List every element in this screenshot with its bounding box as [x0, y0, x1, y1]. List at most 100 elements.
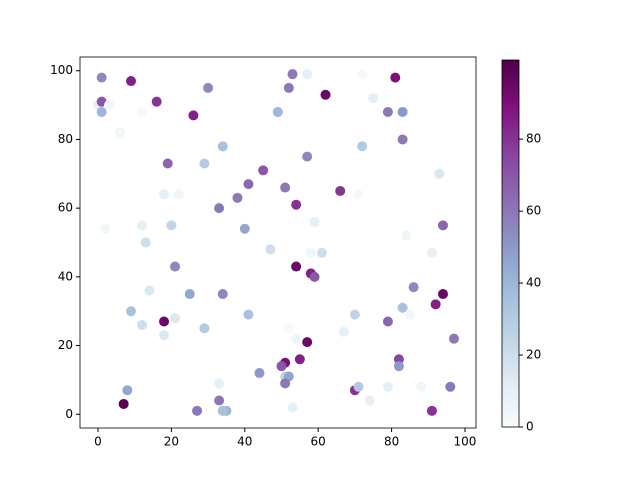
point — [137, 220, 148, 231]
point — [214, 395, 225, 406]
point — [214, 378, 225, 389]
point — [239, 223, 250, 234]
point — [159, 316, 170, 327]
y-tick-label: 100 — [50, 63, 73, 77]
point — [382, 381, 393, 392]
x-tick-label: 100 — [454, 435, 477, 449]
point — [434, 168, 445, 179]
point — [100, 223, 111, 234]
point — [137, 106, 148, 117]
point — [159, 189, 170, 200]
point — [349, 309, 360, 320]
x-tick-label: 40 — [237, 435, 252, 449]
point — [280, 378, 291, 389]
point — [170, 261, 181, 272]
plot-frame — [79, 56, 477, 429]
point — [173, 189, 184, 200]
point — [353, 381, 364, 392]
point — [364, 395, 375, 406]
point — [401, 230, 412, 241]
point — [276, 361, 287, 372]
point — [199, 323, 210, 334]
point — [437, 220, 448, 231]
point — [217, 289, 228, 300]
y-tick-label: 60 — [58, 201, 73, 215]
point — [258, 165, 269, 176]
colorbar-tick-label: 20 — [526, 348, 541, 362]
point — [137, 319, 148, 330]
point — [316, 247, 327, 258]
point — [305, 247, 316, 258]
point — [280, 182, 291, 193]
point — [96, 72, 107, 83]
point — [320, 89, 331, 100]
point — [437, 289, 448, 300]
point — [170, 313, 181, 324]
point — [265, 244, 276, 255]
point — [283, 323, 294, 334]
point — [397, 134, 408, 145]
point — [287, 402, 298, 413]
y-tick-label: 20 — [58, 338, 73, 352]
point — [140, 237, 151, 248]
point — [393, 361, 404, 372]
point — [445, 381, 456, 392]
point — [357, 69, 368, 80]
point — [302, 69, 313, 80]
point — [122, 385, 133, 396]
colorbar — [501, 59, 520, 428]
colorbar-tick-label: 60 — [526, 204, 541, 218]
point — [393, 354, 404, 365]
point — [357, 141, 368, 152]
x-tick-label: 80 — [384, 435, 399, 449]
point — [309, 271, 320, 282]
point — [430, 299, 441, 310]
point — [254, 368, 265, 379]
point — [232, 192, 243, 203]
point — [287, 69, 298, 80]
point — [217, 141, 228, 152]
point — [397, 106, 408, 117]
point — [291, 199, 302, 210]
point — [302, 151, 313, 162]
point — [294, 354, 305, 365]
y-tick-label: 80 — [58, 132, 73, 146]
point — [368, 93, 379, 104]
point — [126, 76, 137, 87]
point — [243, 179, 254, 190]
point — [272, 106, 283, 117]
x-tick-label: 60 — [311, 435, 326, 449]
point — [382, 106, 393, 117]
colorbar-tick-label: 40 — [526, 276, 541, 290]
point — [214, 203, 225, 214]
point — [426, 247, 437, 258]
colorbar-tick-label: 0 — [526, 420, 534, 434]
point — [203, 82, 214, 93]
point — [415, 381, 426, 392]
x-tick-label: 20 — [164, 435, 179, 449]
point — [144, 285, 155, 296]
point — [291, 333, 302, 344]
point — [283, 82, 294, 93]
point — [151, 96, 162, 107]
point — [115, 127, 126, 138]
point — [353, 189, 364, 200]
point — [309, 216, 320, 227]
point — [184, 289, 195, 300]
point — [302, 337, 313, 348]
point — [291, 261, 302, 272]
point — [448, 333, 459, 344]
point — [335, 185, 346, 196]
point — [192, 405, 203, 416]
y-tick-label: 0 — [65, 407, 73, 421]
y-tick-label: 40 — [58, 269, 73, 283]
point — [188, 110, 199, 121]
point — [338, 326, 349, 337]
point — [408, 282, 419, 293]
point — [397, 302, 408, 313]
point — [166, 220, 177, 231]
point — [159, 330, 170, 341]
point — [404, 309, 415, 320]
x-tick-label: 0 — [94, 435, 102, 449]
